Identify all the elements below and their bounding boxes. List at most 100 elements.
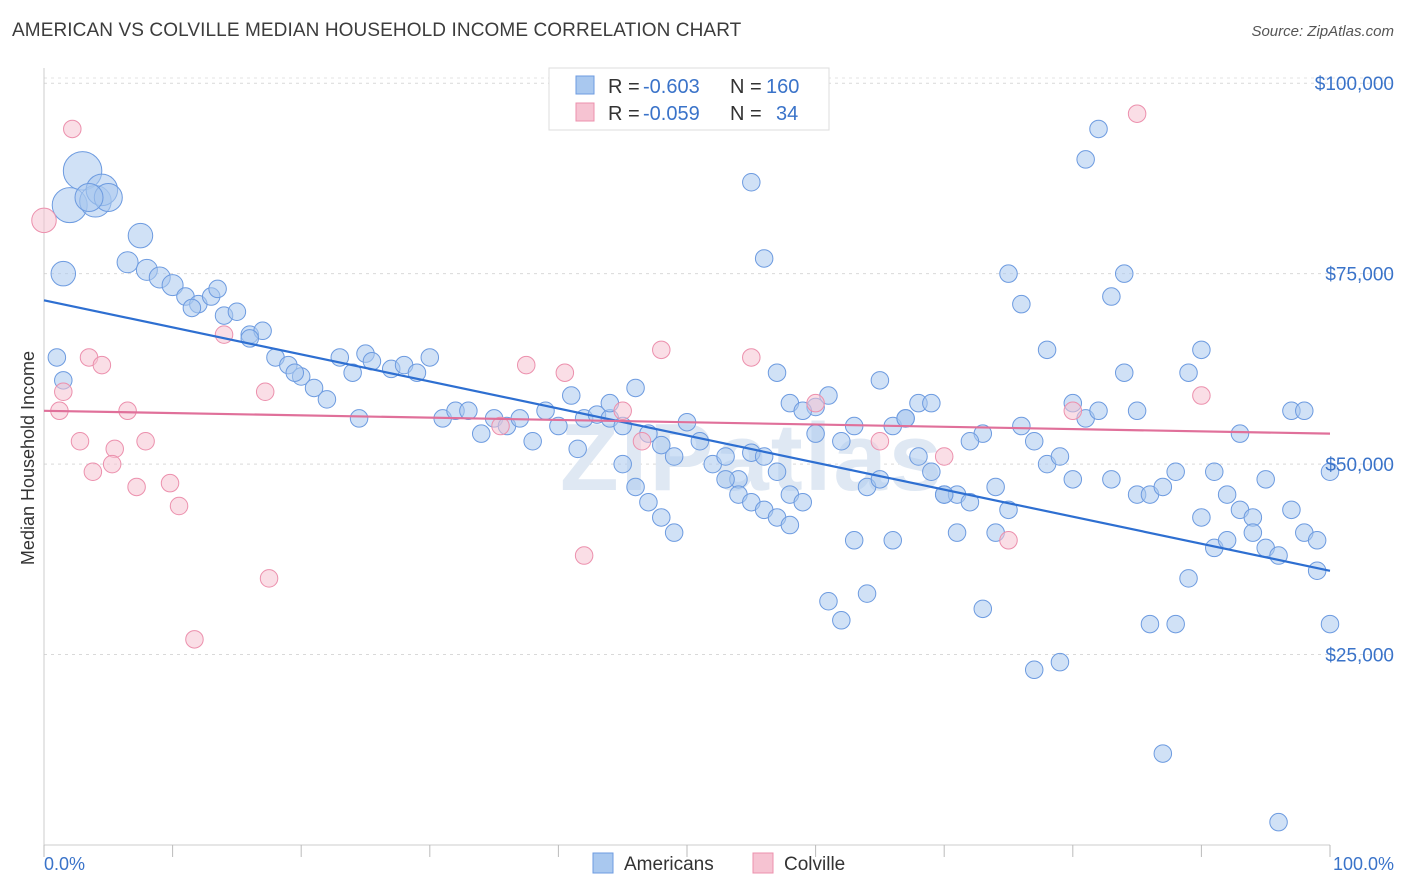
data-point: [1166, 614, 1185, 634]
data-point: [1140, 614, 1160, 634]
data-point: [613, 401, 632, 421]
data-point: [1114, 363, 1134, 382]
data-point: [1179, 569, 1198, 588]
data-point: [343, 363, 362, 382]
data-point: [742, 348, 761, 367]
data-point: [1230, 424, 1250, 443]
data-point: [102, 454, 122, 474]
data-point: [1256, 470, 1275, 489]
data-point: [1243, 523, 1263, 542]
data-point: [922, 462, 941, 481]
data-point: [896, 409, 915, 428]
data-point: [31, 207, 57, 234]
data-point: [574, 546, 594, 565]
series-colville-points: [31, 104, 1211, 649]
data-point: [1269, 812, 1288, 832]
data-point: [999, 500, 1018, 520]
trendlines: [43, 299, 1331, 572]
data-point: [1050, 447, 1070, 466]
stats-legend: R = -0.603 N = 160 R = -0.059 N = 34: [548, 67, 830, 131]
data-point: [986, 477, 1005, 497]
data-point: [1295, 401, 1314, 421]
data-point: [947, 523, 967, 542]
data-point: [664, 523, 684, 542]
stats-legend-swatch-colville: [575, 102, 595, 122]
data-point: [1127, 401, 1147, 421]
data-point: [127, 477, 146, 497]
data-point: [806, 393, 825, 413]
data-point: [1307, 531, 1327, 550]
stats-n-value-americans: 160: [766, 76, 799, 98]
data-point: [999, 531, 1018, 550]
y-tick-label: $75,000: [1325, 265, 1394, 286]
data-point: [523, 432, 542, 451]
trend-line: [43, 409, 1331, 435]
data-point: [1320, 614, 1340, 634]
data-point: [716, 470, 735, 489]
data-point: [999, 264, 1018, 283]
data-point: [1012, 294, 1031, 314]
data-point: [182, 298, 202, 318]
data-point: [819, 591, 838, 611]
data-point: [1192, 386, 1211, 405]
data-point: [47, 348, 67, 367]
data-point: [568, 439, 587, 459]
data-point: [1089, 119, 1108, 139]
data-point: [214, 325, 234, 344]
data-point: [883, 531, 903, 550]
data-point: [626, 477, 645, 497]
data-point: [562, 386, 581, 405]
data-point: [50, 260, 77, 287]
data-point: [208, 279, 227, 299]
data-point: [1037, 340, 1057, 360]
stats-legend-swatch-americans: [575, 75, 595, 95]
stats-r-label-colville: R =: [608, 103, 640, 125]
data-point: [349, 409, 369, 428]
data-point: [857, 584, 877, 603]
stats-r-value-americans: -0.603: [643, 76, 700, 98]
data-point: [1102, 470, 1121, 489]
data-point: [70, 432, 90, 451]
data-point: [1205, 462, 1224, 481]
data-point: [870, 371, 890, 390]
data-point: [83, 462, 103, 481]
data-point: [632, 432, 652, 451]
data-point: [1307, 561, 1327, 581]
data-point: [1063, 470, 1083, 489]
stats-n-label-colville: N =: [730, 103, 762, 125]
data-point: [259, 569, 279, 588]
data-point: [652, 508, 671, 527]
data-point: [471, 424, 491, 443]
data-point: [742, 173, 761, 192]
data-point: [1192, 508, 1211, 527]
y-tick-labels: $25,000 $50,000 $75,000 $100,000: [1315, 74, 1394, 666]
data-point: [1153, 477, 1173, 497]
data-point: [870, 470, 890, 489]
data-point: [54, 382, 73, 401]
data-point: [92, 355, 112, 375]
data-point: [420, 348, 440, 367]
legend-label-americans: Americans: [624, 854, 714, 875]
legend-swatch-colville: [752, 852, 774, 874]
data-point: [652, 435, 671, 455]
data-point: [767, 363, 787, 382]
data-point: [613, 454, 632, 474]
x-tick-label-0: 0.0%: [44, 854, 85, 874]
data-point: [127, 222, 154, 249]
data-point: [1024, 432, 1044, 451]
data-point: [664, 447, 684, 466]
data-point: [806, 424, 825, 443]
data-point: [517, 355, 536, 375]
data-point: [161, 274, 184, 297]
data-point: [960, 492, 980, 512]
data-point: [116, 251, 139, 274]
data-point: [793, 492, 812, 512]
data-point: [922, 393, 941, 413]
data-point: [1166, 462, 1185, 481]
stats-r-value-colville: -0.059: [643, 103, 700, 125]
data-point: [227, 302, 247, 322]
data-point: [317, 390, 337, 409]
data-point: [626, 378, 645, 398]
data-point: [1179, 363, 1198, 382]
